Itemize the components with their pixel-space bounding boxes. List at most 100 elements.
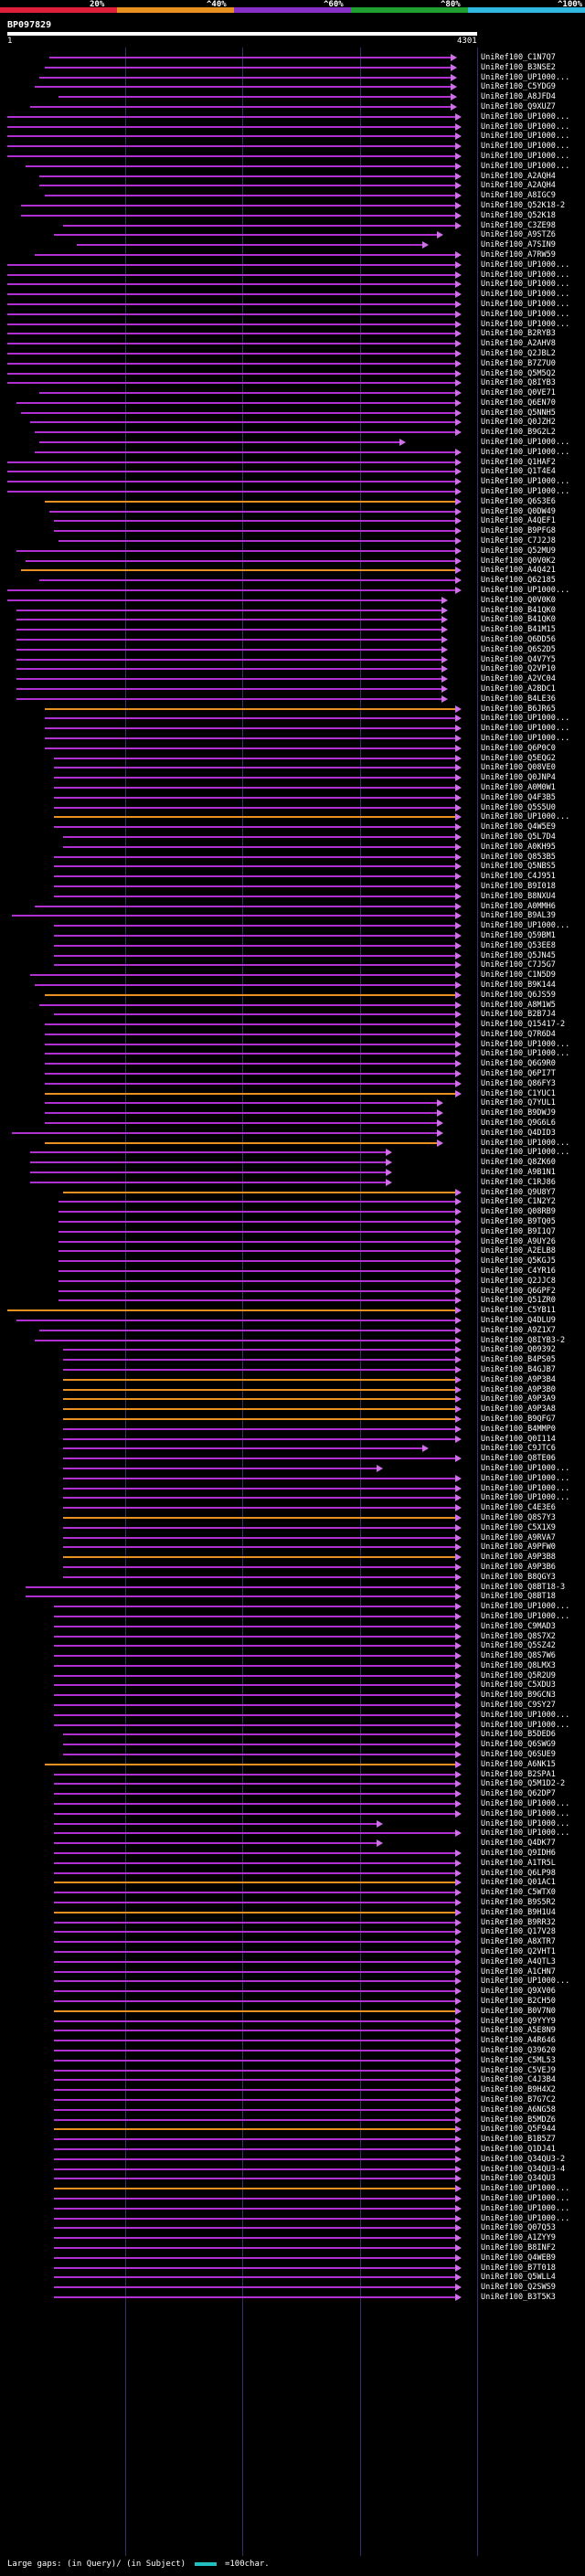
hit-label[interactable]: UniRef100_C7J5G7 (481, 960, 556, 970)
hit-label[interactable]: UniRef100_Q52MU9 (481, 546, 556, 556)
hit-label[interactable]: UniRef100_Q4DID3 (481, 1128, 556, 1138)
hit-bar[interactable] (53, 2069, 457, 2072)
hit-bar[interactable] (26, 1595, 457, 1598)
hit-bar[interactable] (53, 1773, 457, 1776)
hit-bar[interactable] (7, 599, 443, 601)
hit-label[interactable]: UniRef100_UP1000... (481, 1602, 570, 1612)
hit-label[interactable]: UniRef100_Q5NBS5 (481, 862, 556, 872)
hit-label[interactable]: UniRef100_A7RW59 (481, 249, 556, 260)
hit-bar[interactable] (7, 352, 457, 355)
hit-label[interactable]: UniRef100_B9I018 (481, 881, 556, 891)
hit-label[interactable]: UniRef100_C5VEJ9 (481, 2065, 556, 2075)
hit-bar[interactable] (7, 313, 457, 315)
hit-bar[interactable] (30, 1171, 388, 1174)
hit-bar[interactable] (53, 1852, 457, 1855)
hit-label[interactable]: UniRef100_Q9G6L6 (481, 1118, 556, 1129)
hit-label[interactable]: UniRef100_UP1000... (481, 2203, 570, 2213)
hit-bar[interactable] (53, 1635, 457, 1638)
hit-label[interactable]: UniRef100_Q8S7Y3 (481, 1512, 556, 1522)
hit-bar[interactable] (53, 1645, 457, 1648)
hit-bar[interactable] (62, 1368, 457, 1371)
hit-bar[interactable] (62, 1437, 457, 1440)
hit-label[interactable]: UniRef100_UP1000... (481, 812, 570, 822)
hit-label[interactable]: UniRef100_A2VC04 (481, 674, 556, 684)
hit-bar[interactable] (58, 1201, 457, 1203)
hit-bar[interactable] (44, 717, 457, 720)
hit-label[interactable]: UniRef100_Q5JN45 (481, 950, 556, 960)
hit-bar[interactable] (53, 2108, 457, 2111)
hit-label[interactable]: UniRef100_Q0I114 (481, 1434, 556, 1444)
hit-bar[interactable] (53, 2128, 457, 2131)
hit-label[interactable]: UniRef100_A9Z1X7 (481, 1325, 556, 1335)
hit-label[interactable]: UniRef100_A2BDC1 (481, 684, 556, 694)
hit-bar[interactable] (44, 195, 457, 197)
hit-label[interactable]: UniRef100_A1CHN7 (481, 1966, 556, 1977)
hit-bar[interactable] (7, 333, 457, 335)
hit-bar[interactable] (62, 1497, 457, 1500)
hit-label[interactable]: UniRef100_Q7R6D4 (481, 1029, 556, 1039)
hit-label[interactable]: UniRef100_Q6PI7T (481, 1069, 556, 1079)
hit-bar[interactable] (53, 2118, 457, 2121)
hit-bar[interactable] (53, 1606, 457, 1608)
hit-label[interactable]: UniRef100_A1TR5L (481, 1858, 556, 1868)
hit-label[interactable]: UniRef100_UP1000... (481, 309, 570, 319)
hit-bar[interactable] (21, 204, 457, 207)
hit-bar[interactable] (39, 392, 457, 395)
hit-label[interactable]: UniRef100_Q2JJC8 (481, 1276, 556, 1286)
hit-bar[interactable] (12, 915, 457, 917)
hit-label[interactable]: UniRef100_UP1000... (481, 1710, 570, 1720)
hit-label[interactable]: UniRef100_Q2VHT1 (481, 1947, 556, 1956)
hit-label[interactable]: UniRef100_B5MDZ6 (481, 2115, 556, 2125)
hit-bar[interactable] (53, 2019, 457, 2022)
hit-label[interactable]: UniRef100_Q5EQG2 (481, 753, 556, 763)
hit-bar[interactable] (39, 1003, 457, 1006)
hit-bar[interactable] (44, 1082, 457, 1085)
hit-bar[interactable] (16, 688, 443, 690)
hit-bar[interactable] (35, 905, 457, 907)
hit-bar[interactable] (62, 1458, 457, 1460)
hit-bar[interactable] (62, 1526, 457, 1529)
hit-label[interactable]: UniRef100_Q853B5 (481, 852, 556, 862)
hit-label[interactable]: UniRef100_A0MMH6 (481, 901, 556, 911)
hit-bar[interactable] (7, 283, 457, 286)
hit-label[interactable]: UniRef100_A0M0W1 (481, 782, 556, 792)
hit-label[interactable]: UniRef100_Q8BT18-3 (481, 1582, 566, 1592)
hit-bar[interactable] (53, 1723, 457, 1726)
hit-bar[interactable] (16, 401, 457, 404)
hit-bar[interactable] (53, 1812, 457, 1815)
hit-bar[interactable] (53, 2286, 457, 2289)
hit-label[interactable]: UniRef100_UP1000... (481, 151, 570, 161)
hit-bar[interactable] (7, 273, 457, 276)
hit-label[interactable]: UniRef100_B9PFG8 (481, 526, 556, 536)
hit-bar[interactable] (16, 619, 443, 621)
hit-label[interactable]: UniRef100_UP1000... (481, 487, 570, 497)
hit-label[interactable]: UniRef100_Q09392 (481, 1345, 556, 1355)
hit-label[interactable]: UniRef100_B9G2L2 (481, 428, 556, 438)
hit-bar[interactable] (7, 481, 457, 483)
hit-bar[interactable] (44, 1053, 457, 1055)
hit-bar[interactable] (7, 372, 457, 375)
hit-bar[interactable] (53, 2157, 457, 2160)
hit-label[interactable]: UniRef100_Q0DW49 (481, 506, 556, 516)
hit-label[interactable]: UniRef100_Q6SWG9 (481, 1740, 556, 1750)
hit-bar[interactable] (30, 1161, 388, 1164)
hit-label[interactable]: UniRef100_Q0V0K0 (481, 595, 556, 605)
hit-bar[interactable] (53, 1713, 457, 1716)
hit-label[interactable]: UniRef100_Q9U8Y7 (481, 1187, 556, 1197)
hit-bar[interactable] (53, 925, 457, 928)
hit-label[interactable]: UniRef100_UP1000... (481, 72, 570, 82)
hit-bar[interactable] (53, 2276, 457, 2279)
hit-bar[interactable] (44, 66, 452, 69)
hit-label[interactable]: UniRef100_C9SY27 (481, 1701, 556, 1711)
hit-label[interactable]: UniRef100_Q6GPF2 (481, 1286, 556, 1296)
hit-bar[interactable] (44, 1112, 439, 1115)
hit-bar[interactable] (62, 1487, 457, 1489)
hit-bar[interactable] (7, 461, 457, 463)
hit-bar[interactable] (53, 1803, 457, 1806)
hit-bar[interactable] (58, 96, 452, 99)
hit-bar[interactable] (53, 2030, 457, 2032)
hit-label[interactable]: UniRef100_Q5WLL4 (481, 2273, 556, 2283)
hit-bar[interactable] (30, 974, 457, 977)
hit-label[interactable]: UniRef100_Q6P0C0 (481, 743, 556, 753)
hit-bar[interactable] (62, 1477, 457, 1479)
